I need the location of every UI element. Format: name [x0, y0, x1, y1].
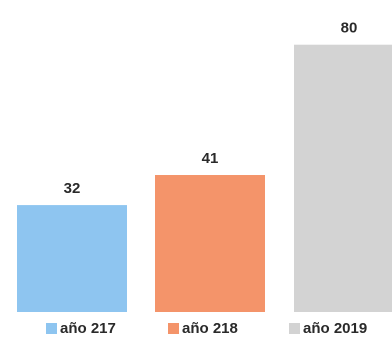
legend-label-2: año 218 [182, 320, 238, 337]
value-label-1: 32 [64, 180, 81, 197]
legend-swatch-2 [168, 323, 179, 334]
bar-3 [294, 44, 392, 313]
legend-label-1: año 217 [60, 320, 116, 337]
bars-group [17, 44, 392, 313]
bar-2 [155, 175, 265, 312]
value-labels-group: 32 41 80 [64, 20, 358, 197]
value-label-3: 80 [341, 20, 358, 37]
bar-1 [17, 205, 127, 312]
legend-swatch-1 [46, 323, 57, 334]
legend-swatch-3 [289, 323, 300, 334]
value-label-2: 41 [202, 150, 219, 167]
legend: año 217 año 218 año 2019 [46, 320, 367, 337]
legend-label-3: año 2019 [303, 320, 367, 337]
